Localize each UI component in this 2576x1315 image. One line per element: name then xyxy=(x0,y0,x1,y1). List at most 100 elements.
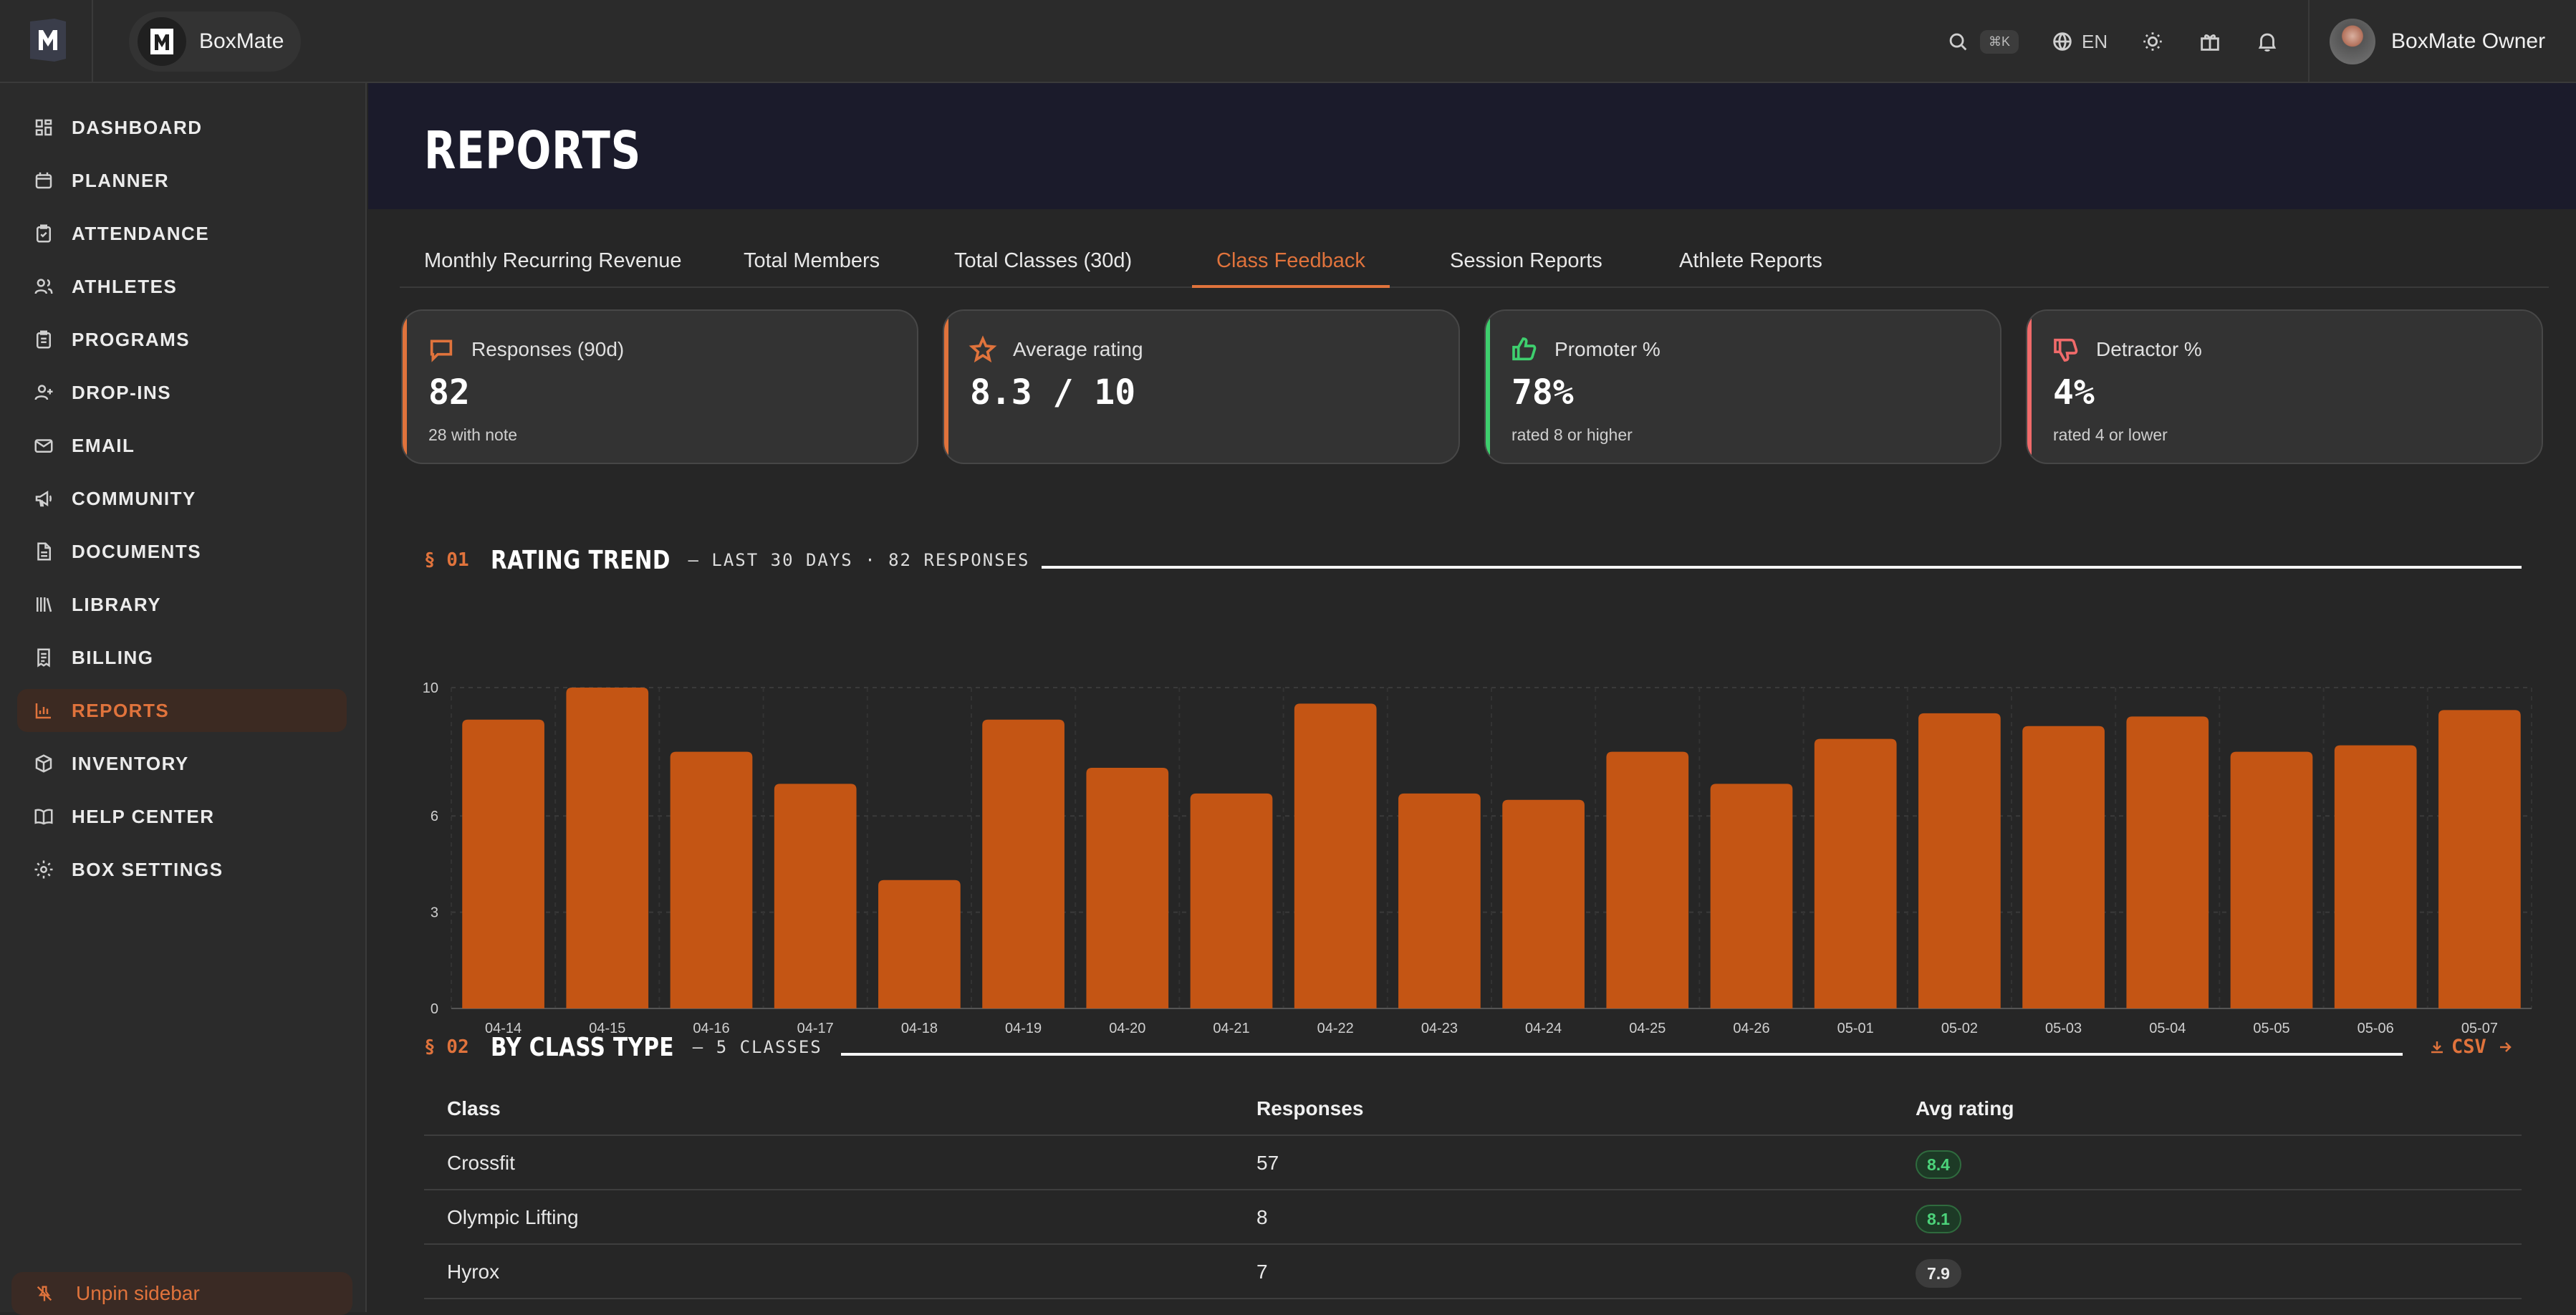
sidebar-item-programs[interactable]: PROGRAMS xyxy=(17,318,347,361)
language-button[interactable]: EN xyxy=(2050,26,2108,57)
x-tick-label: 05-06 xyxy=(2358,1021,2394,1036)
theme-toggle[interactable] xyxy=(2140,26,2165,57)
language-label: EN xyxy=(2082,30,2108,52)
table-row[interactable]: Crossfit 57 8.4 xyxy=(424,1136,2522,1190)
sidebar-item-label: ATHLETES xyxy=(72,275,178,297)
main-content: REPORTS Monthly Recurring Revenue Total … xyxy=(368,83,2576,1312)
section-rule xyxy=(1042,566,2522,569)
clipboard-check-icon xyxy=(37,224,51,243)
sidebar-item-drop-ins[interactable]: DROP-INS xyxy=(17,371,347,414)
sidebar-item-email[interactable]: EMAIL xyxy=(17,424,347,467)
class-name: Olympic Lifting xyxy=(447,1206,579,1228)
x-tick-label: 04-14 xyxy=(485,1021,522,1036)
sidebar-item-label: ATTENDANCE xyxy=(72,222,210,244)
sidebar-item-reports[interactable]: REPORTS xyxy=(17,689,347,732)
x-tick-label: 04-18 xyxy=(901,1021,938,1036)
gift-button[interactable] xyxy=(2198,26,2222,57)
notifications-button[interactable] xyxy=(2255,26,2279,57)
sidebar-item-label: LIBRARY xyxy=(72,593,162,615)
bell-icon xyxy=(2258,33,2277,52)
sidebar-item-label: EMAIL xyxy=(72,434,135,456)
sidebar-item-documents[interactable]: DOCUMENTS xyxy=(17,530,347,573)
sidebar-item-community[interactable]: COMMUNITY xyxy=(17,477,347,520)
sidebar-item-library[interactable]: LIBRARY xyxy=(17,583,347,626)
csv-export-button[interactable]: CSV xyxy=(2428,1036,2514,1058)
avg-rating-cell: 8.1 xyxy=(1916,1190,1961,1245)
sidebar-item-label: PLANNER xyxy=(72,169,170,191)
card-accent xyxy=(403,311,407,463)
stat-card-detractor: Detractor % 4% rated 4 or lower xyxy=(2026,309,2543,464)
class-type-table: Class Responses Avg rating Crossfit 57 8… xyxy=(424,1082,2522,1299)
table-row[interactable]: Olympic Lifting 8 8.1 xyxy=(424,1190,2522,1245)
rating-badge: 7.9 xyxy=(1916,1258,1961,1288)
y-tick-label: 3 xyxy=(431,905,438,921)
column-header-class[interactable]: Class xyxy=(447,1097,501,1119)
section-heading-by-class-type: § 02 BY CLASS TYPE — 5 CLASSES xyxy=(424,1031,822,1063)
x-tick-label: 04-24 xyxy=(1525,1021,1562,1036)
y-tick-label: 0 xyxy=(431,1001,438,1017)
tab-total-members[interactable]: Total Members xyxy=(744,249,880,272)
sidebar-item-help-center[interactable]: HELP CENTER xyxy=(17,795,347,838)
unpin-label: Unpin sidebar xyxy=(76,1282,200,1304)
column-header-responses[interactable]: Responses xyxy=(1256,1097,1364,1119)
x-tick-label: 04-25 xyxy=(1629,1021,1666,1036)
pin-off-icon xyxy=(37,1286,52,1301)
section-number: § 01 xyxy=(424,549,469,571)
sidebar-item-box-settings[interactable]: BOX SETTINGS xyxy=(17,848,347,891)
sidebar-item-label: DASHBOARD xyxy=(72,116,203,138)
tab-session-reports[interactable]: Session Reports xyxy=(1450,249,1602,272)
sun-icon xyxy=(2143,32,2162,51)
search-shortcut: ⌘K xyxy=(1980,29,2019,54)
chart-bar xyxy=(1502,799,1585,1008)
class-name: Crossfit xyxy=(447,1152,515,1174)
sidebar-item-billing[interactable]: BILLING xyxy=(17,636,347,679)
stat-value: 8.3 / 10 xyxy=(970,372,1136,413)
table-header-row: Class Responses Avg rating xyxy=(424,1082,2522,1136)
unpin-sidebar-button[interactable]: Unpin sidebar xyxy=(11,1272,352,1315)
stat-subtext: rated 4 or lower xyxy=(2053,425,2168,444)
chart-bar xyxy=(1918,713,2001,1008)
sidebar-item-planner[interactable]: PLANNER xyxy=(17,159,347,202)
section-meta: — 5 CLASSES xyxy=(692,1037,822,1057)
chart-bar xyxy=(1190,793,1273,1008)
tab-monthly-recurring-revenue[interactable]: Monthly Recurring Revenue xyxy=(424,249,682,272)
mail-icon xyxy=(34,439,53,453)
tab-athlete-reports[interactable]: Athlete Reports xyxy=(1679,249,1822,272)
book-icon xyxy=(34,809,53,825)
chart-bar xyxy=(2230,751,2313,1008)
x-tick-label: 04-15 xyxy=(589,1021,625,1036)
user-avatar xyxy=(2330,19,2375,64)
y-tick-label: 10 xyxy=(423,680,438,696)
brand-switcher[interactable]: BoxMate xyxy=(129,11,301,72)
tab-total-classes[interactable]: Total Classes (30d) xyxy=(954,249,1133,272)
column-header-avg-rating[interactable]: Avg rating xyxy=(1916,1097,2014,1119)
sidebar-item-attendance[interactable]: ATTENDANCE xyxy=(17,212,347,255)
app-logo[interactable] xyxy=(26,17,70,63)
chart-bar xyxy=(670,751,753,1008)
stat-label: Responses (90d) xyxy=(471,338,625,360)
user-menu[interactable]: BoxMate Owner xyxy=(2330,17,2545,66)
users-icon xyxy=(34,279,53,294)
y-tick-label: 6 xyxy=(431,809,438,824)
x-tick-label: 05-07 xyxy=(2461,1021,2498,1036)
stat-label: Average rating xyxy=(1013,338,1143,360)
sidebar-item-athletes[interactable]: ATHLETES xyxy=(17,265,347,308)
chart-bar xyxy=(982,719,1064,1008)
thumbs-up-icon xyxy=(1512,337,1537,361)
search-button[interactable]: ⌘K xyxy=(1946,26,2019,57)
rating-badge: 8.4 xyxy=(1916,1150,1961,1179)
x-tick-label: 04-22 xyxy=(1317,1021,1354,1036)
x-tick-label: 04-16 xyxy=(693,1021,729,1036)
sidebar-item-dashboard[interactable]: DASHBOARD xyxy=(17,106,347,149)
sidebar-item-inventory[interactable]: INVENTORY xyxy=(17,742,347,785)
stat-value: 82 xyxy=(428,372,470,413)
stat-subtext: rated 8 or higher xyxy=(1512,425,1633,444)
brand-avatar xyxy=(138,17,186,66)
tab-class-feedback[interactable]: Class Feedback xyxy=(1192,233,1390,288)
table-row[interactable]: Hyrox 7 7.9 xyxy=(424,1245,2522,1299)
chart-bar xyxy=(2334,745,2417,1008)
receipt-icon xyxy=(37,648,50,668)
rating-badge: 8.1 xyxy=(1916,1204,1961,1233)
stat-value: 4% xyxy=(2053,372,2095,413)
sidebar-item-label: BOX SETTINGS xyxy=(72,858,224,880)
